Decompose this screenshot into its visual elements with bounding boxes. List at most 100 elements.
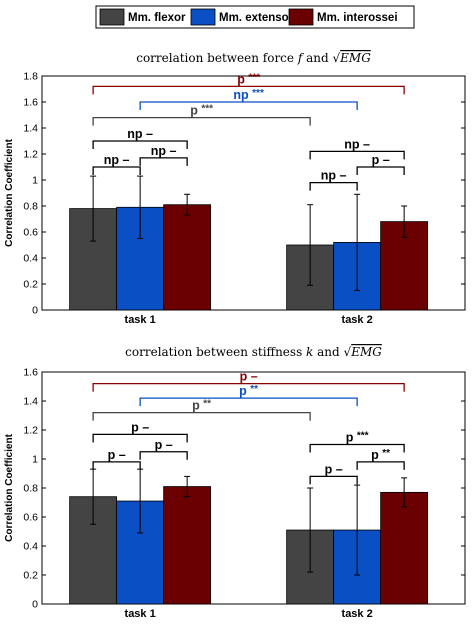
significance-test: p (239, 384, 250, 398)
significance-bracket (356, 166, 405, 175)
significance-label: p ** (371, 448, 390, 462)
y-tick-label: 1.6 (23, 367, 38, 379)
y-tick-label: 1.4 (23, 396, 38, 408)
significance-bracket (92, 382, 405, 392)
y-tick-label: 0.2 (23, 570, 38, 582)
significance-bracket (309, 181, 358, 191)
chart-title-prefix: correlation between stiffness (125, 345, 306, 359)
chart-title-prefix: correlation between force (136, 51, 298, 65)
chart-title: correlation between force f and √EMG (136, 51, 371, 65)
chart-title: correlation between stiffness k and √EMG (125, 345, 382, 359)
y-tick-label: 0.2 (23, 279, 38, 291)
chart-title-variable: k (306, 345, 313, 359)
significance-label: p ** (192, 399, 211, 413)
significance-bracket (92, 433, 188, 443)
significance-stars: – (340, 169, 347, 183)
significance-test: p (108, 448, 119, 462)
significance-stars: ** (382, 448, 390, 459)
significance-bracket (92, 461, 141, 470)
y-tick-label: 1.2 (23, 149, 38, 161)
legend-swatch (99, 8, 125, 26)
significance-test: np (233, 88, 252, 102)
significance-test: p (346, 431, 357, 445)
x-tick-label: task 2 (342, 608, 373, 620)
significance-stars: – (383, 153, 390, 167)
significance-test: np (344, 137, 363, 151)
significance-bracket (92, 140, 188, 149)
significance-bracket (92, 85, 405, 95)
significance-label: np *** (233, 88, 264, 102)
chart-title-sqrt-arg: EMG (339, 51, 371, 65)
significance-test: np (104, 153, 123, 167)
legend-swatch (288, 8, 314, 26)
significance-stars: *** (201, 104, 213, 115)
significance-test: np (321, 169, 340, 183)
significance-label: p *** (190, 104, 213, 118)
y-axis-label: Correlation Coefficient (4, 433, 15, 541)
significance-stars: – (251, 370, 258, 384)
significance-label: p *** (346, 431, 369, 445)
y-tick-label: 1.6 (23, 97, 38, 109)
y-tick-label: 0 (32, 599, 38, 611)
significance-bracket (309, 443, 405, 453)
y-tick-label: 1 (32, 175, 38, 187)
y-tick-label: 1 (32, 454, 38, 466)
significance-label: np – (321, 169, 347, 183)
significance-test: p (371, 448, 382, 462)
y-tick-label: 0.8 (23, 483, 38, 495)
significance-test: p (325, 462, 336, 476)
significance-stars: ** (203, 399, 211, 410)
significance-stars: – (336, 462, 343, 476)
y-tick-label: 0 (32, 305, 38, 317)
significance-label: np – (344, 137, 370, 151)
significance-stars: – (170, 144, 177, 158)
y-tick-label: 1.4 (23, 123, 38, 135)
significance-stars: – (146, 127, 153, 141)
significance-stars: *** (252, 88, 264, 99)
significance-bracket (139, 451, 188, 460)
y-tick-label: 0.4 (23, 541, 38, 553)
significance-test: p (237, 72, 248, 86)
legend-swatch (190, 8, 216, 26)
legend-label: Mm. extensor (219, 12, 294, 24)
plot-frame (41, 75, 466, 311)
chart-panel-force: correlation between force f and √EMG 0 0.2… (4, 51, 466, 326)
bar (380, 491, 429, 605)
significance-test: p (240, 370, 251, 384)
significance-stars: *** (357, 431, 369, 442)
y-axis-label: Correlation Coefficient (4, 138, 15, 246)
significance-stars: – (363, 137, 370, 151)
significance-label: p – (108, 448, 126, 462)
significance-label: np – (151, 144, 177, 158)
significance-bracket (139, 397, 358, 407)
significance-bracket (356, 461, 405, 470)
significance-label: p – (372, 153, 390, 167)
x-tick-label: task 2 (342, 314, 373, 326)
significance-bracket (309, 150, 405, 160)
significance-stars: *** (248, 72, 260, 83)
significance-test: np (151, 144, 170, 158)
significance-test: p (155, 438, 166, 452)
significance-label: np – (104, 153, 130, 167)
significance-label: p – (325, 462, 343, 476)
chart-panel-stiffness: correlation between stiffness k and √EMG… (4, 345, 466, 620)
significance-test: p (190, 104, 201, 118)
bar (163, 486, 212, 605)
x-tick-label: task 1 (125, 314, 156, 326)
significance-bracket (139, 157, 188, 166)
significance-stars: – (123, 153, 130, 167)
y-tick-label: 0.6 (23, 227, 38, 239)
significance-test: p (131, 420, 142, 434)
chart-title-sqrt-arg: EMG (350, 345, 382, 359)
significance-label: p *** (237, 72, 260, 86)
significance-stars: ** (250, 384, 258, 395)
y-tick-label: 1.2 (23, 425, 38, 437)
significance-label: p – (240, 370, 258, 384)
significance-label: p ** (239, 384, 258, 398)
bar (163, 204, 212, 311)
significance-bracket (92, 166, 141, 175)
legend-label: Mm. flexor (128, 12, 186, 24)
significance-bracket (92, 116, 311, 126)
chart-title-sqrt: √ (344, 345, 352, 359)
